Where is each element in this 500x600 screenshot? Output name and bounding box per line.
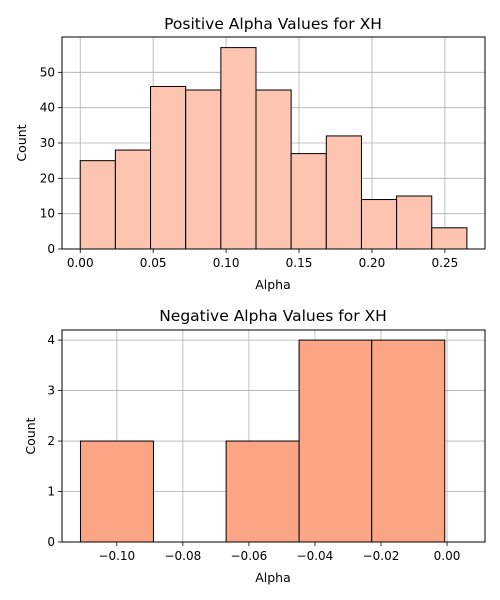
x-tick-label: 0.00 bbox=[67, 256, 94, 270]
histogram-bar bbox=[150, 85, 187, 250]
y-axis-label: Count bbox=[23, 417, 38, 454]
y-tick-label: 50 bbox=[40, 65, 55, 79]
x-axis-label: Alpha bbox=[255, 570, 291, 585]
histogram-bar bbox=[325, 135, 362, 250]
histogram-bar bbox=[225, 440, 300, 543]
y-tick-label: 20 bbox=[40, 171, 55, 185]
histogram-bar bbox=[290, 153, 327, 250]
x-tick-label: −0.08 bbox=[164, 549, 201, 563]
negative-alpha-histogram: Negative Alpha Values for XH Alpha Count… bbox=[23, 307, 486, 585]
axes-frame bbox=[61, 329, 486, 543]
x-tick-label: 0.20 bbox=[359, 256, 386, 270]
y-tick-label: 40 bbox=[40, 101, 55, 115]
x-axis-label: Alpha bbox=[255, 277, 291, 292]
y-axis-label: Count bbox=[14, 124, 29, 161]
histogram-bar bbox=[79, 440, 154, 543]
x-tick-label: −0.06 bbox=[231, 549, 268, 563]
y-tick-label: 0 bbox=[47, 535, 55, 549]
chart-title: Negative Alpha Values for XH bbox=[159, 307, 387, 325]
histogram-bar bbox=[360, 199, 398, 250]
x-tick-label: 0.05 bbox=[140, 256, 167, 270]
positive-alpha-histogram: Positive Alpha Values for XH Alpha Count… bbox=[14, 15, 486, 292]
x-tick-label: −0.02 bbox=[363, 549, 400, 563]
y-tick-label: 2 bbox=[47, 434, 55, 448]
y-tick-label: 0 bbox=[47, 242, 55, 256]
histogram-bar bbox=[79, 160, 116, 250]
histogram-bar bbox=[185, 89, 222, 250]
histogram-bar bbox=[431, 227, 468, 250]
y-tick-label: 10 bbox=[40, 207, 55, 221]
y-tick-label: 4 bbox=[47, 333, 55, 347]
histogram-bar bbox=[255, 89, 292, 250]
y-tick-label: 3 bbox=[47, 384, 55, 398]
histogram-bar bbox=[220, 47, 257, 250]
y-tick-label: 30 bbox=[40, 136, 55, 150]
histogram-bar bbox=[396, 195, 433, 250]
histogram-bar bbox=[114, 149, 152, 250]
x-tick-label: −0.10 bbox=[98, 549, 135, 563]
histogram-bar bbox=[371, 339, 446, 543]
x-tick-label: 0.25 bbox=[432, 256, 459, 270]
y-tick-label: 1 bbox=[47, 485, 55, 499]
x-tick-label: 0.15 bbox=[286, 256, 313, 270]
chart-title: Positive Alpha Values for XH bbox=[164, 15, 382, 33]
x-tick-label: 0.00 bbox=[434, 549, 461, 563]
x-tick-label: −0.04 bbox=[297, 549, 334, 563]
x-tick-label: 0.10 bbox=[213, 256, 240, 270]
histogram-bar bbox=[298, 339, 373, 543]
